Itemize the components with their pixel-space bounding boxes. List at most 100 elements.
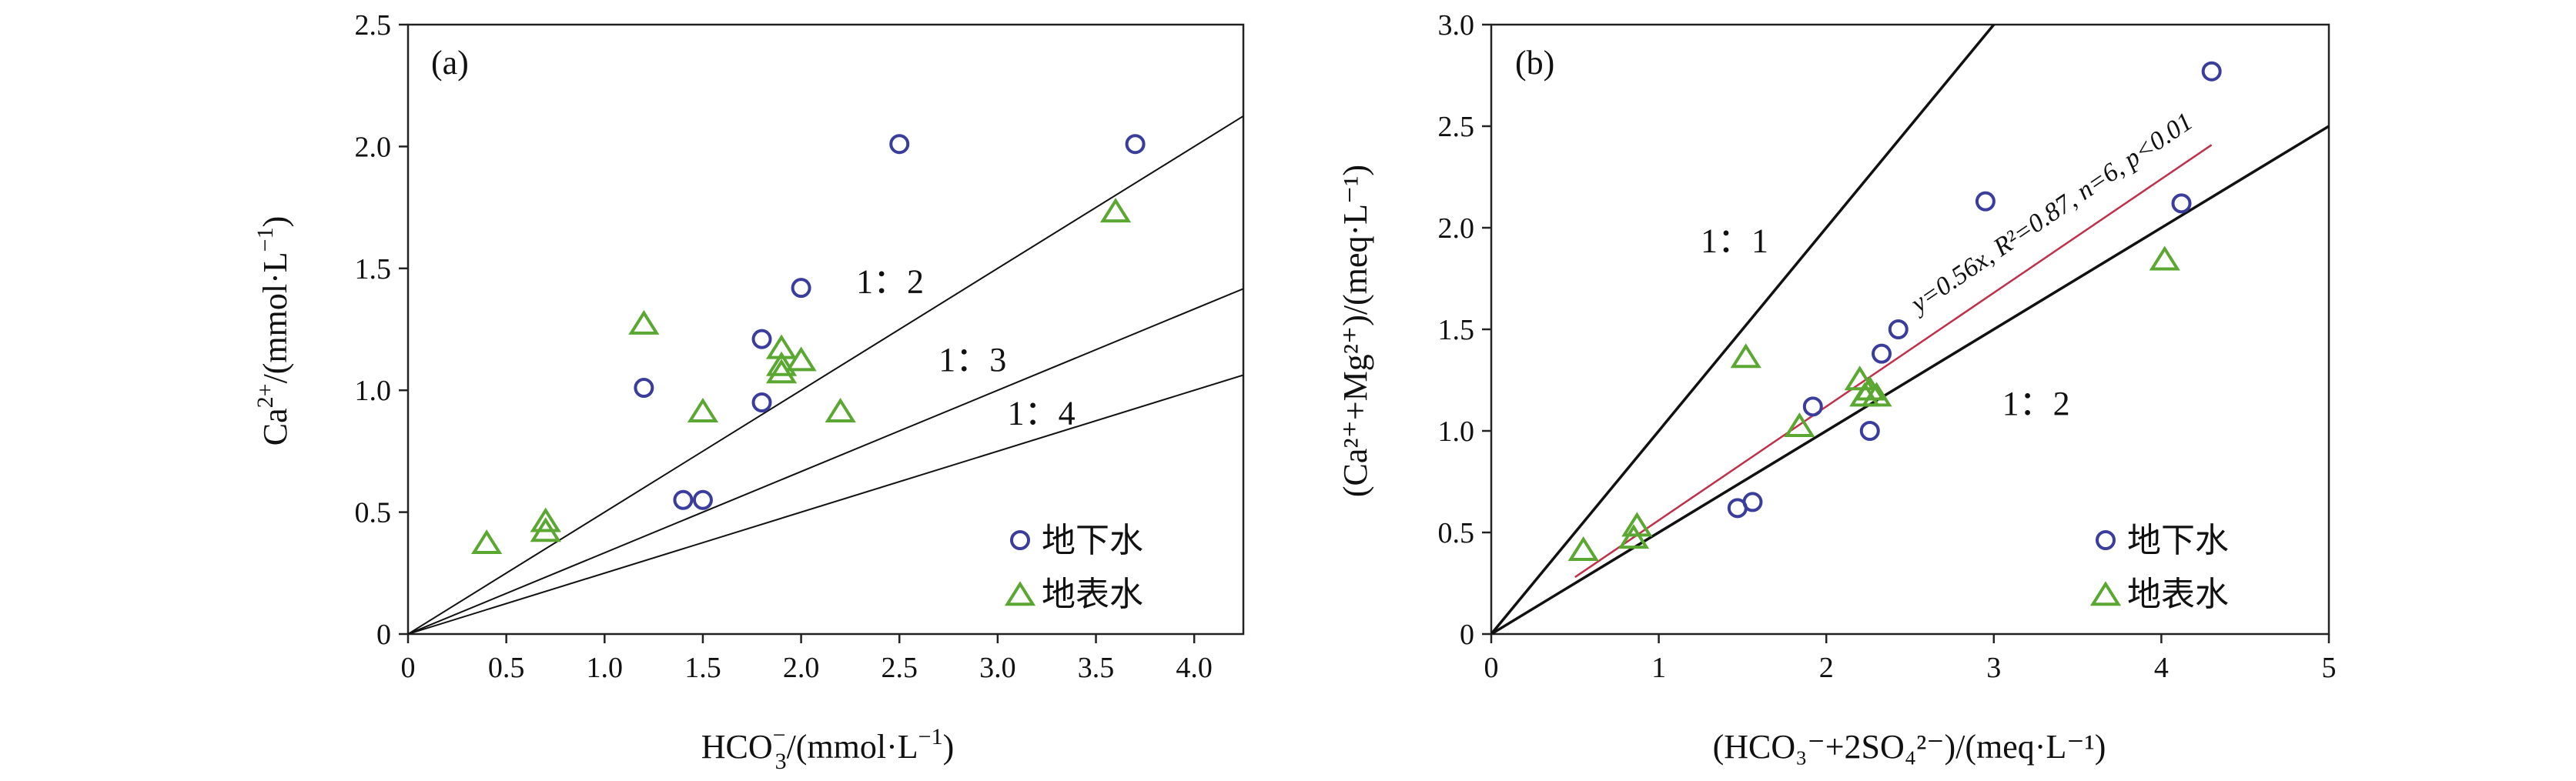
panel-b-label: (b)	[1515, 44, 1554, 82]
panel-a-surface-water-point	[530, 507, 561, 532]
panel-a-surface-water-point	[765, 351, 798, 376]
panel-a-surface-water-point	[628, 309, 660, 335]
panel-b-x-tick-label: 5	[2322, 652, 2337, 684]
panel-b-surface-water-point	[1844, 365, 1875, 391]
panel-a-x-tick-label: 4.0	[1176, 652, 1213, 684]
panel-b-groundwater-point	[2201, 61, 2222, 82]
fit-equation: y=0.56x, R²=0.87, n=6, p<0.01	[1904, 107, 2198, 319]
panel-a-y-tick-label: 0.5	[355, 497, 392, 529]
panel-b-groundwater-point	[1742, 492, 1763, 512]
panel-a-y-tick-label: 1.0	[355, 375, 392, 407]
panel-b-legend-entry-1: 地下水	[2127, 521, 2229, 560]
panel-a-surface-water-point	[530, 517, 561, 542]
panel-b-surface-water-point	[1618, 524, 1650, 549]
panel-b-surface-water-point	[1861, 382, 1892, 407]
panel-a-x-tick-label: 2.0	[783, 652, 820, 684]
panel-a-x-axis-label: HCO− 3/(mmol·L−1)	[701, 723, 955, 774]
panel-a-label: (a)	[431, 44, 469, 82]
panel-a-ratio-line-3	[408, 374, 1243, 634]
panel-a-x-tick-label: 0.5	[488, 652, 525, 684]
panel-b: 0 1 2 3 4 5 0 0.5 1.0 1.5 2.0 2.5 3.0 1：1 1：2 y=0.56x, …	[1337, 9, 2337, 766]
panel-a-groundwater-point	[1125, 134, 1146, 155]
panel-b-series-2	[1567, 245, 2180, 562]
panel-b-y-tick-label: 2.0	[1438, 212, 1475, 245]
panel-b-plot-area: 0 1 2 3 4 5 0 0.5 1.0 1.5 2.0 2.5 3.0 1：1 1：2 y=0.56x, …	[1438, 9, 2337, 684]
panel-a-ratio-line-2	[408, 288, 1243, 634]
panel-b-y-tick-label: 0.5	[1438, 517, 1475, 549]
panel-a-x-tick-label: 0	[401, 652, 416, 684]
panel-a-legend-entry-2: 地表水	[1042, 575, 1143, 614]
panel-a-x-tick-label: 3.0	[979, 652, 1016, 684]
panel-a-legend-circle-marker	[1010, 530, 1030, 550]
panel-a-series-1	[634, 134, 1146, 510]
panel-b-lines	[1491, 25, 2329, 634]
panel-b-ratio-line-1	[1491, 25, 1996, 634]
panel-a-groundwater-point	[889, 134, 910, 155]
panel-b-y-tick-label: 1.5	[1438, 314, 1475, 346]
panel-a-groundwater-point	[751, 329, 772, 349]
panel-b-y-tick-label: 3.0	[1438, 9, 1475, 42]
panel-b-x-tick-label: 0	[1484, 652, 1499, 684]
panel-b-legend-circle-marker	[2096, 530, 2116, 550]
panel-b-groundwater-point	[1859, 421, 1880, 441]
panel-a-groundwater-point	[791, 278, 811, 299]
panel-a-legend-entry-1: 地下水	[1042, 521, 1143, 560]
panel-a-lines	[408, 115, 1243, 634]
panel-b-y-tick-label: 2.5	[1438, 111, 1475, 143]
panel-b-y-tick-label: 1.0	[1438, 416, 1475, 448]
panel-a-plot-area: 0 0.5 1.0 1.5 2.0 2.5 3.0 3.5 4.0 0 0.5 1.0 1.5 2.0 2.…	[355, 9, 1245, 684]
panel-b-ratio-line-2	[1491, 125, 2329, 634]
panel-b-x-tick-label: 1	[1651, 652, 1666, 684]
panel-b-series-1	[1727, 61, 2222, 519]
panel-b-groundwater-point	[1802, 396, 1823, 417]
panel-a-ratio-label-1: 1：2	[856, 262, 924, 300]
panel-a-x-tick-label: 2.5	[881, 652, 918, 684]
panel-a-ratio-label-2: 1：3	[938, 341, 1006, 379]
panel-a-y-tick-label: 1.5	[355, 253, 392, 285]
panel-b-y-axis-label: (Ca²⁺+Mg²⁺)/(meq·L⁻¹)	[1337, 165, 1374, 497]
panel-a: 0 0.5 1.0 1.5 2.0 2.5 3.0 3.5 4.0 0 0.5 1.0 1.5 2.0 2.…	[253, 9, 1245, 774]
panel-a-y-tick-label: 2.5	[355, 9, 392, 42]
panel-a-y-tick-label: 2.0	[355, 131, 392, 163]
panel-a-x-tick-label: 1.0	[587, 652, 624, 684]
panel-b-surface-water-point	[1784, 412, 1815, 437]
panel-b-y-tick-label: 0	[1460, 619, 1474, 651]
panel-a-legend-triangle-marker	[1004, 581, 1036, 606]
panel-b-surface-water-point	[1567, 536, 1599, 562]
panel-a-surface-water-point	[765, 359, 798, 384]
panel-b-ratio-label-1: 1：1	[1701, 222, 1768, 260]
panel-a-groundwater-point	[751, 392, 772, 413]
panel-b-x-tick-label: 3	[1986, 652, 2001, 684]
panel-b-x-tick-label: 4	[2154, 652, 2169, 684]
panel-a-y-tick-label: 0	[376, 619, 391, 651]
panel-a-ratio-label-3: 1：4	[1008, 395, 1076, 432]
panel-a-groundwater-point	[673, 489, 694, 510]
panel-a-surface-water-point	[470, 529, 503, 555]
panel-b-groundwater-point	[1975, 191, 1996, 212]
panel-b-surface-water-point	[1730, 343, 1761, 369]
panel-a-series-2	[470, 198, 1132, 555]
panel-b-x-tick-label: 2	[1819, 652, 1834, 684]
panel-a-x-tick-label: 1.5	[684, 652, 721, 684]
panel-a-groundwater-point	[692, 489, 713, 510]
fit-line	[1574, 144, 2213, 579]
panel-b-surface-water-point	[1621, 512, 1653, 537]
panel-b-groundwater-point	[1872, 343, 1892, 364]
panel-b-legend-entry-2: 地表水	[2127, 575, 2229, 614]
panel-a-surface-water-point	[785, 346, 817, 372]
panel-a-frame	[406, 23, 1245, 636]
panel-a-ratio-line-1	[408, 115, 1243, 634]
panel-b-ratio-label-2: 1：2	[2002, 385, 2070, 422]
panel-b-surface-water-point	[2149, 245, 2180, 271]
panel-a-surface-water-point	[765, 334, 798, 359]
panel-a-surface-water-point	[687, 397, 719, 422]
panel-b-x-axis-label: (HCO₃⁻+2SO₄²⁻)/(meq·L⁻¹)	[1713, 728, 2106, 766]
panel-a-surface-water-point	[1099, 198, 1132, 223]
panel-a-y-axis-label: Ca2+/(mmol·L−1)	[253, 216, 294, 446]
panel-b-surface-water-point	[1854, 375, 1885, 401]
panel-b-groundwater-point	[2171, 193, 2192, 214]
panel-a-groundwater-point	[634, 378, 654, 399]
